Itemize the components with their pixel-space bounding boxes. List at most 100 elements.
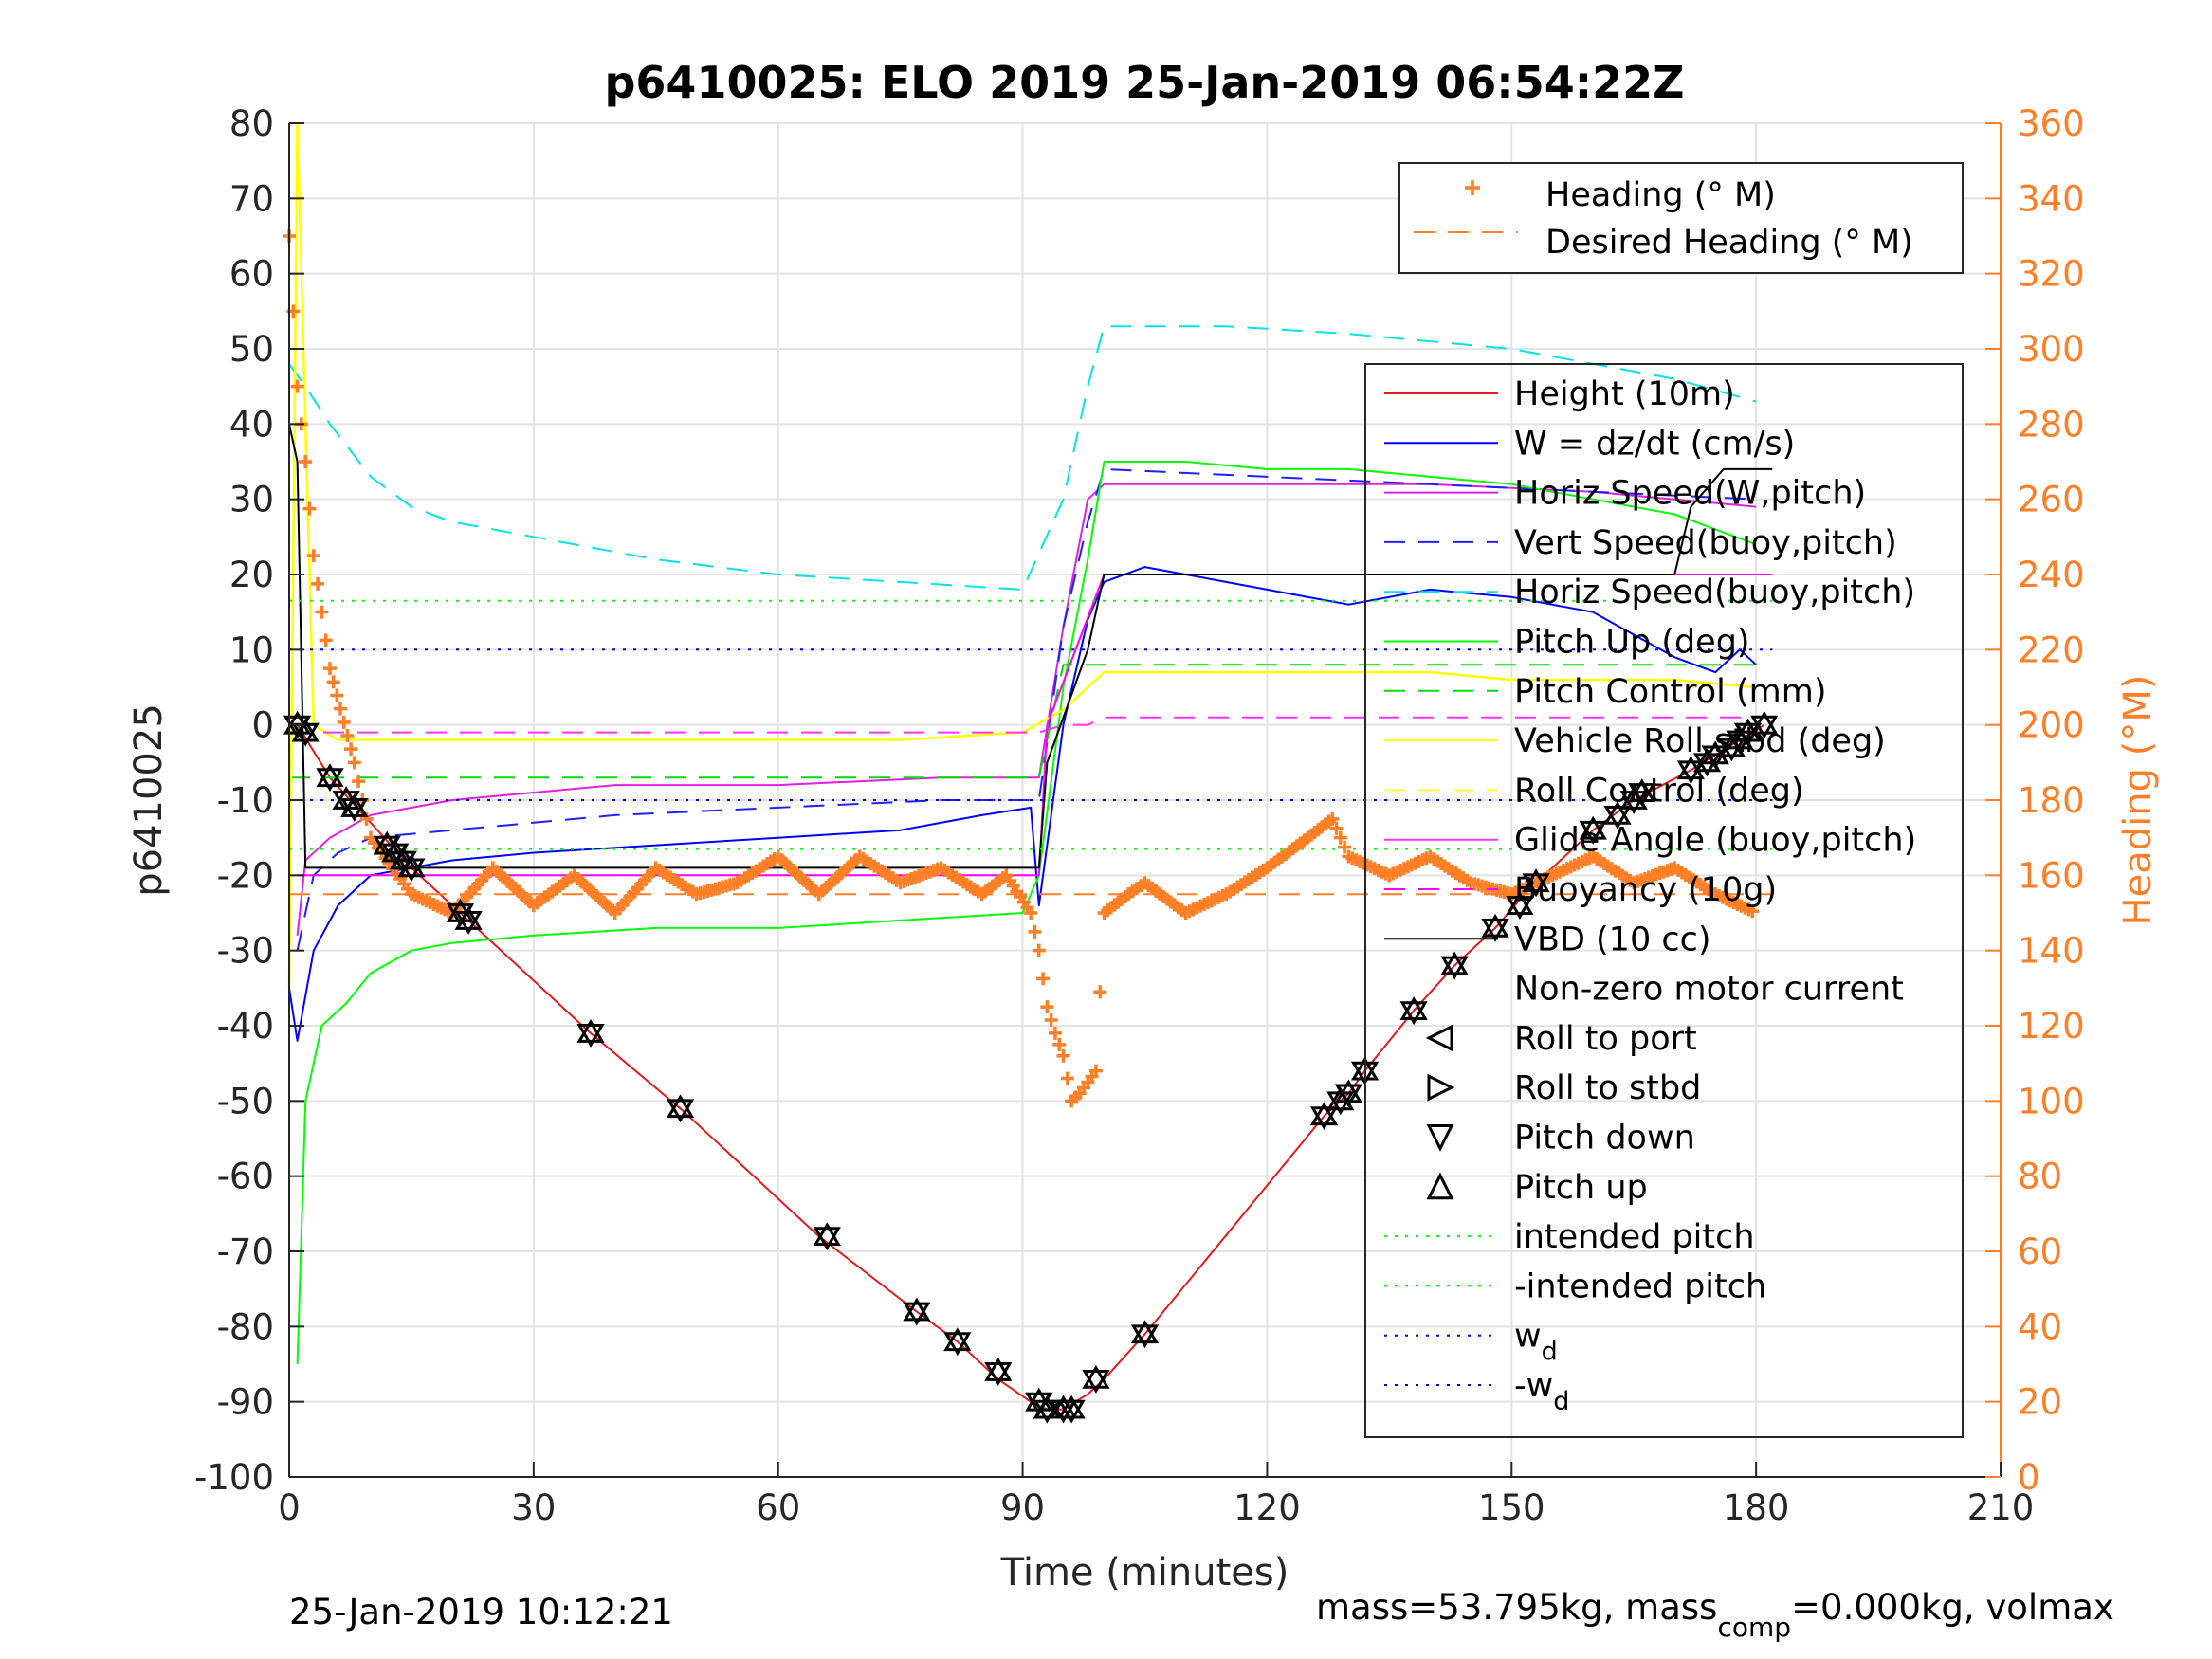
heading-point-280 bbox=[1325, 811, 1340, 826]
pitch-roll-markers bbox=[283, 710, 1779, 1424]
legend-main-entry-3: Vert Speed(buoy,pitch) bbox=[1514, 524, 1897, 562]
y-tick-label-6: -40 bbox=[217, 1006, 274, 1047]
y2-tick-label-9: 180 bbox=[2018, 780, 2085, 821]
heading-point-14 bbox=[337, 715, 351, 729]
x-tick-label-4: 120 bbox=[1234, 1487, 1301, 1528]
footer-mass: mass=53.795kg, masscomp=0.000kg, volmax bbox=[1316, 1587, 2114, 1643]
legend-main-swatch-14 bbox=[1427, 1073, 1455, 1102]
y-tick-label-4: -60 bbox=[217, 1157, 274, 1197]
footer-mass-sub: comp bbox=[1717, 1612, 1791, 1643]
marker-pitch-down-13 bbox=[813, 1227, 841, 1251]
heading-point-6 bbox=[306, 549, 320, 563]
y-tick-label-15: 50 bbox=[229, 329, 274, 370]
series-pitch-up-deg bbox=[296, 461, 1757, 1365]
heading-point-202 bbox=[1032, 943, 1046, 957]
legend-main-entry-2: Horiz Speed(W,pitch) bbox=[1514, 475, 1866, 513]
heading-point-12 bbox=[330, 688, 344, 702]
marker-pitch-up-16 bbox=[984, 1357, 1013, 1381]
y2-tick-label-3: 60 bbox=[2018, 1231, 2062, 1272]
y-tick-label-9: -10 bbox=[217, 780, 274, 821]
marker-pitch-up-18 bbox=[1033, 1395, 1061, 1419]
marker-pitch-up-31 bbox=[1522, 868, 1550, 893]
marker-pitch-up-10 bbox=[454, 905, 483, 930]
heading-point-4 bbox=[299, 455, 313, 468]
y-tick-label-12: 20 bbox=[229, 555, 274, 595]
x-tick-label-2: 60 bbox=[756, 1487, 800, 1528]
legend-main-swatch-13 bbox=[1425, 1024, 1453, 1052]
legend-main-entry-15: Pitch down bbox=[1514, 1120, 1695, 1158]
marker-pitch-up-29 bbox=[1481, 913, 1509, 938]
legend-main: Height (10m) W = dz/dt (cm/s) Horiz Speed(… bbox=[1364, 363, 1964, 1438]
y2-tick-label-2: 40 bbox=[2018, 1306, 2062, 1347]
marker-pitch-down-23 bbox=[1309, 1106, 1339, 1131]
marker-pitch-down-4 bbox=[340, 798, 369, 822]
x-axis-label: Time (minutes) bbox=[1000, 1551, 1289, 1595]
heading-point-10 bbox=[322, 662, 337, 676]
marker-pitch-down-1 bbox=[291, 722, 320, 747]
x-tick-label-3: 90 bbox=[1000, 1487, 1045, 1528]
legend-heading-marker bbox=[1465, 180, 1480, 195]
legend-main-entry-19: wd bbox=[1514, 1318, 1558, 1367]
y2-tick-label-1: 20 bbox=[2018, 1382, 2062, 1423]
marker-pitch-up-25 bbox=[1334, 1079, 1363, 1103]
marker-pitch-down-14 bbox=[903, 1302, 931, 1326]
marker-pitch-up-42 bbox=[1750, 710, 1779, 735]
y2-tick-label-16: 320 bbox=[2018, 254, 2085, 295]
x-tick-label-5: 150 bbox=[1478, 1487, 1545, 1528]
marker-pitch-up-32 bbox=[1579, 815, 1607, 840]
y2-tick-label-13: 260 bbox=[2018, 480, 2085, 520]
marker-pitch-down-25 bbox=[1334, 1084, 1363, 1108]
marker-pitch-down-21 bbox=[1082, 1369, 1110, 1394]
y-tick-label-5: -50 bbox=[217, 1081, 274, 1121]
marker-pitch-down-15 bbox=[943, 1332, 972, 1357]
heading-point-8 bbox=[315, 605, 329, 619]
y2-tick-label-0: 0 bbox=[2018, 1457, 2040, 1498]
y2-axis-label: Heading (°M) bbox=[2116, 675, 2160, 926]
heading-point-18 bbox=[352, 775, 366, 789]
heading-point-15 bbox=[340, 729, 355, 742]
heading-point-209 bbox=[1060, 1071, 1074, 1085]
legend-main-entry-7: Vehicle Roll stbd (deg) bbox=[1514, 722, 1886, 760]
y-tick-label-17: 70 bbox=[229, 178, 274, 219]
y-axis-label: p6410025 bbox=[127, 703, 171, 897]
marker-pitch-down-32 bbox=[1579, 820, 1607, 845]
legend-main-entry-13: Roll to port bbox=[1514, 1020, 1697, 1058]
legend-heading: Heading (° M) Desired Heading (° M) bbox=[1398, 162, 1964, 274]
legend-main-entry-9: Glide Angle (buoy,pitch) bbox=[1514, 822, 1916, 860]
heading-point-9 bbox=[319, 633, 333, 647]
legend-main-entry-10: Buoyancy (10g) bbox=[1514, 871, 1777, 909]
marker-pitch-up-35 bbox=[1628, 778, 1656, 802]
legend-main-entry-0: Height (10m) bbox=[1514, 375, 1735, 413]
marker-pitch-up-20 bbox=[1057, 1395, 1086, 1419]
heading-point-205 bbox=[1044, 1013, 1058, 1028]
y2-tick-label-11: 220 bbox=[2018, 629, 2085, 670]
legend-main-box bbox=[1364, 363, 1964, 1438]
y-tick-label-8: -20 bbox=[217, 855, 274, 896]
marker-pitch-down-8 bbox=[397, 858, 426, 883]
marker-pitch-up-2 bbox=[316, 763, 344, 788]
y-tick-label-13: 30 bbox=[229, 480, 274, 520]
legend-heading-entry-0: Heading (° M) bbox=[1545, 176, 1776, 214]
legend-main-entry-4: Horiz Speed(buoy,pitch) bbox=[1514, 574, 1915, 611]
marker-pitch-up-30 bbox=[1506, 891, 1534, 915]
x-tick-label-6: 180 bbox=[1723, 1487, 1790, 1528]
y2-tick-label-4: 80 bbox=[2018, 1157, 2062, 1197]
footer-mass-rest: =0.000kg, volmax bbox=[1791, 1587, 2114, 1628]
y-tick-label-2: -80 bbox=[217, 1306, 274, 1347]
heading-point-216 bbox=[1088, 1064, 1103, 1078]
heading-point-13 bbox=[334, 702, 348, 716]
heading-point-5 bbox=[302, 501, 317, 516]
marker-pitch-up-4 bbox=[340, 793, 369, 817]
marker-pitch-down-30 bbox=[1506, 896, 1534, 921]
legend-main-entry-6: Pitch Control (mm) bbox=[1514, 673, 1826, 711]
legend-main-entry-1: W = dz/dt (cm/s) bbox=[1514, 425, 1795, 463]
footer-mass-text: mass=53.795kg, mass bbox=[1316, 1587, 1717, 1628]
marker-pitch-down-28 bbox=[1440, 956, 1469, 980]
y-tick-label-7: -30 bbox=[217, 931, 274, 972]
y-tick-label-16: 60 bbox=[229, 254, 274, 295]
marker-pitch-up-14 bbox=[903, 1297, 931, 1322]
marker-pitch-down-31 bbox=[1522, 873, 1550, 898]
marker-pitch-down-10 bbox=[454, 911, 483, 935]
legend-heading-entry-1: Desired Heading (° M) bbox=[1545, 224, 1913, 262]
legend-main-swatch-15 bbox=[1426, 1124, 1454, 1152]
